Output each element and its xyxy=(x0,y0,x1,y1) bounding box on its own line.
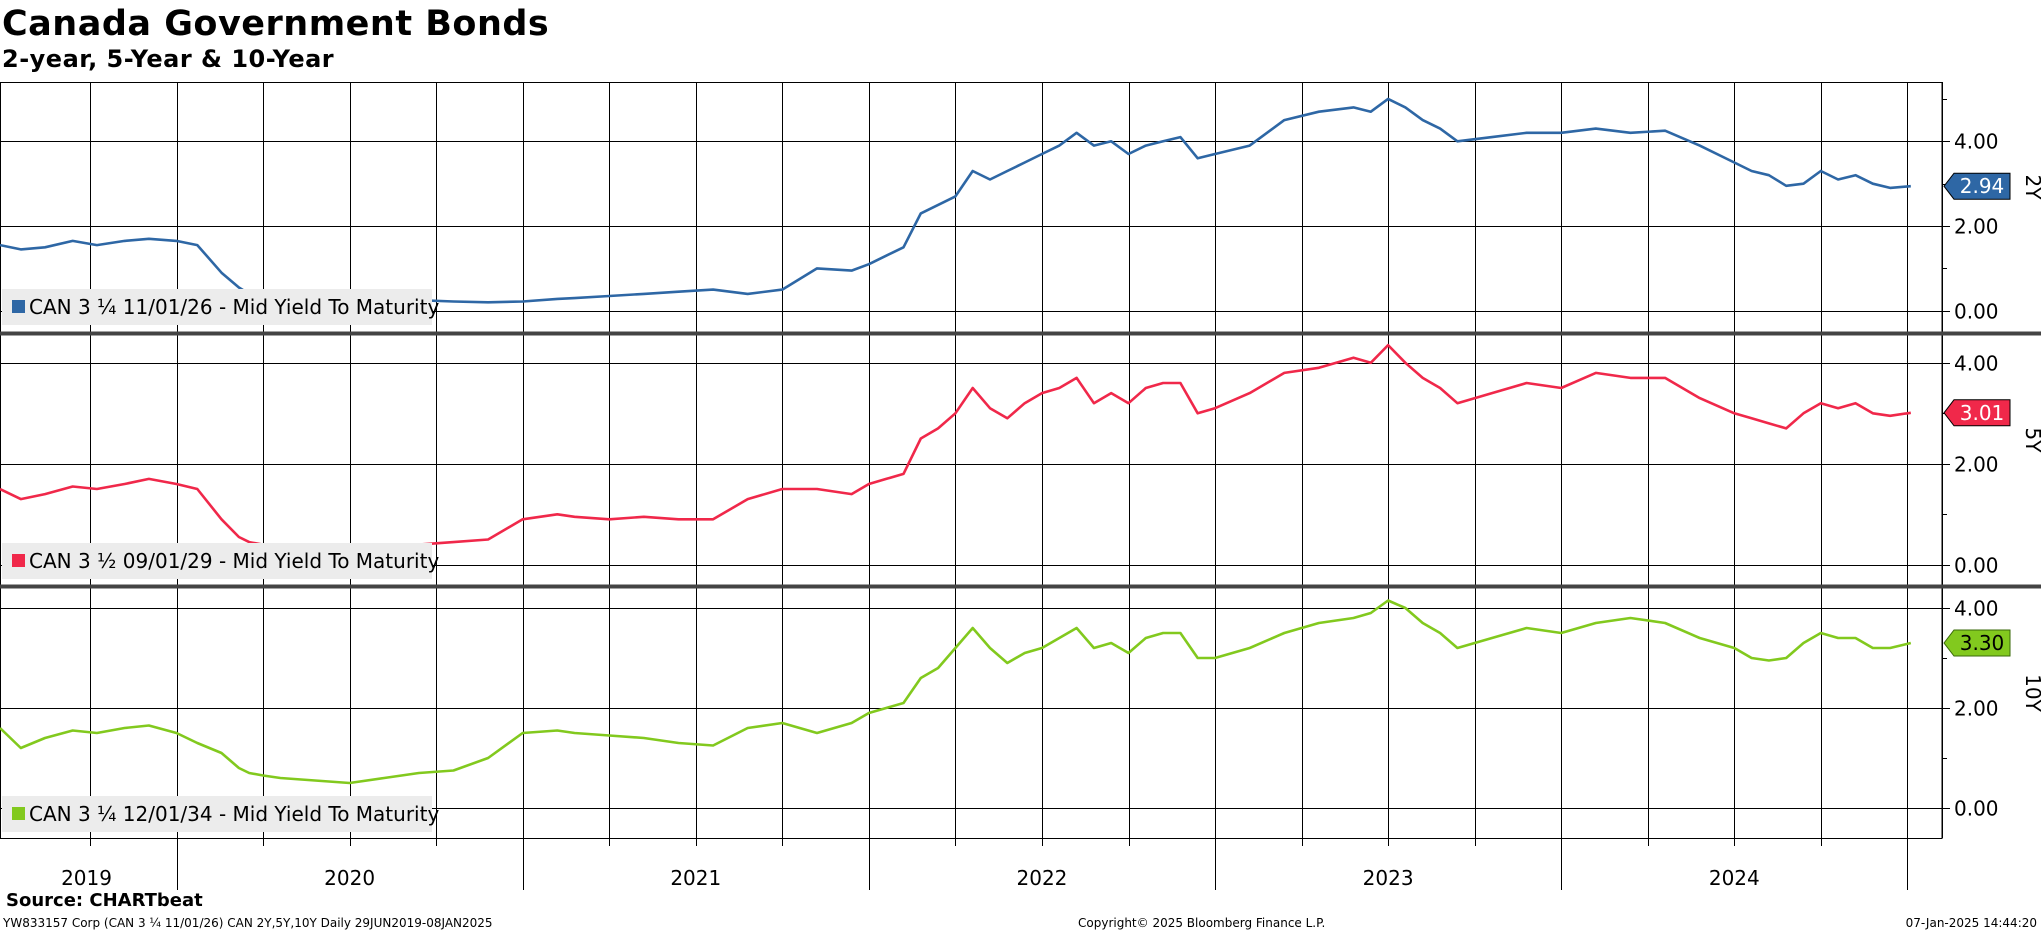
legend: CAN 3 ¼ 11/01/26 - Mid Yield To Maturity xyxy=(2,289,439,325)
legend-background xyxy=(2,289,432,325)
y-tick-label: 0.00 xyxy=(1954,554,1999,578)
legend-label: CAN 3 ¼ 11/01/26 - Mid Yield To Maturity xyxy=(29,295,439,319)
ticker-info: YW833157 Corp (CAN 3 ¼ 11/01/26) CAN 2Y,… xyxy=(3,916,493,930)
pane-5y: 4.00 2.00 0.00 3.01 5Y CAN 3 ½ 09/01/29 - Mid… xyxy=(0,335,2041,585)
pane-label: 5Y xyxy=(2021,428,2041,454)
x-tick-label: 2021 xyxy=(670,866,721,890)
pane-10y: 4.00 2.00 0.00 3.30 10Y CAN 3 ¼ 12/01/34 - Mi… xyxy=(0,588,2041,838)
source-label: Source: CHARTbeat xyxy=(6,890,203,911)
x-tick-label: 2022 xyxy=(1017,866,1068,890)
legend: CAN 3 ¼ 12/01/34 - Mid Yield To Maturity xyxy=(2,796,439,832)
legend-background xyxy=(2,796,432,832)
last-value-badge xyxy=(1943,172,2011,200)
legend-swatch xyxy=(12,300,25,313)
last-value-badge xyxy=(1943,629,2011,657)
legend-swatch xyxy=(12,807,25,820)
last-value-label: 3.30 xyxy=(1960,631,2005,655)
plot-frame xyxy=(0,82,1943,839)
legend: CAN 3 ½ 09/01/29 - Mid Yield To Maturity xyxy=(2,543,439,579)
timestamp: 07-Jan-2025 14:44:20 xyxy=(1905,916,2037,930)
pane-separator xyxy=(0,331,2041,336)
x-tick-label: 2020 xyxy=(324,866,375,890)
y-tick-label: 0.00 xyxy=(1954,797,1999,821)
x-tick-label: 2024 xyxy=(1709,866,1760,890)
y-tick-label: 2.00 xyxy=(1954,215,1999,239)
copyright-notice: Copyright© 2025 Bloomberg Finance L.P. xyxy=(1078,916,1326,930)
pane-label: 2Y xyxy=(2021,175,2041,201)
x-axis: 2019 2020 2021 2022 2023 2024 xyxy=(0,838,1942,890)
y-tick-label: 2.00 xyxy=(1954,697,1999,721)
last-value-label: 3.01 xyxy=(1960,401,2005,425)
y-tick-label: 0.00 xyxy=(1954,300,1999,324)
page-title: Canada Government Bonds xyxy=(2,4,550,44)
last-value-label: 2.94 xyxy=(1960,174,2005,198)
y-tick-label: 4.00 xyxy=(1954,130,1999,154)
y-tick-label: 2.00 xyxy=(1954,453,1999,477)
last-value-badge xyxy=(1943,399,2011,427)
pane-label: 10Y xyxy=(2021,674,2041,712)
y-tick-label: 4.00 xyxy=(1954,352,1999,376)
series-line-10y xyxy=(0,599,1912,785)
y-tick-label: 4.00 xyxy=(1954,597,1999,621)
pane-separator xyxy=(0,584,2041,589)
legend-label: CAN 3 ¼ 12/01/34 - Mid Yield To Maturity xyxy=(29,802,439,826)
page-subtitle: 2-year, 5-Year & 10-Year xyxy=(2,45,335,73)
legend-background xyxy=(2,543,432,579)
legend-swatch xyxy=(12,554,25,567)
pane-2y: 4.00 2.00 0.00 2.94 2Y CAN 3 ¼ 11/01/26 - Mid… xyxy=(0,82,2041,332)
legend-label: CAN 3 ½ 09/01/29 - Mid Yield To Maturity xyxy=(29,549,439,573)
x-tick-label: 2023 xyxy=(1363,866,1414,890)
x-tick-label: 2019 xyxy=(61,866,112,890)
